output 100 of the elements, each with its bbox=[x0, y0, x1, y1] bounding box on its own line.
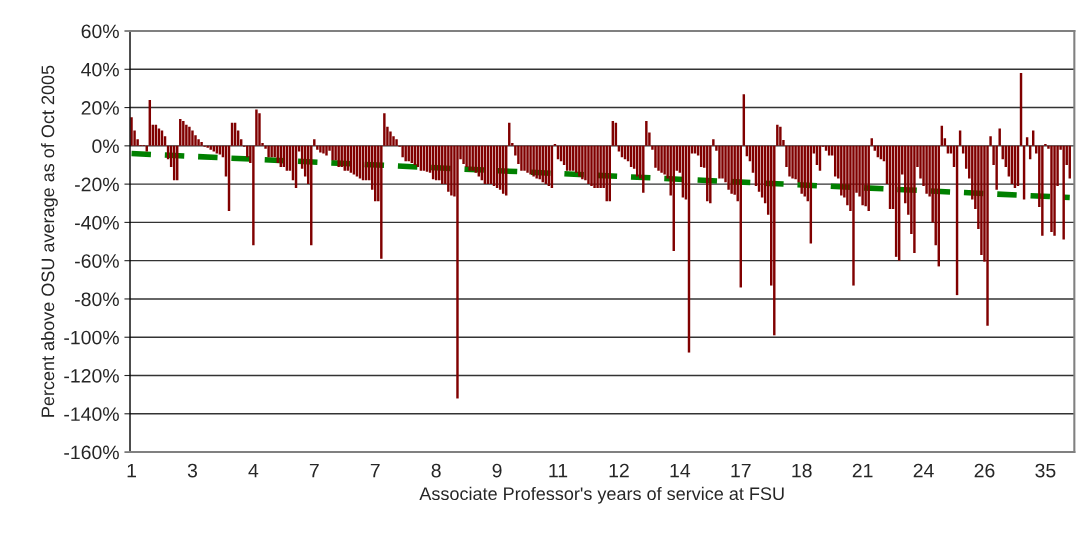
bar bbox=[998, 128, 1001, 146]
x-tick-label: 21 bbox=[852, 463, 873, 478]
x-tick-label: 7 bbox=[370, 463, 380, 478]
bar bbox=[584, 145, 587, 181]
bar bbox=[913, 145, 916, 254]
x-tick-label: 14 bbox=[670, 463, 691, 478]
bar bbox=[322, 145, 325, 154]
y-axis-title: Percent above OSU average as of Oct 2005 bbox=[41, 65, 58, 417]
bar bbox=[465, 145, 468, 167]
bar bbox=[718, 145, 721, 179]
bar bbox=[791, 145, 794, 179]
bar bbox=[267, 145, 270, 158]
bar bbox=[520, 145, 523, 171]
y-tick-label: -160% bbox=[64, 445, 119, 460]
bar bbox=[773, 145, 776, 336]
bar bbox=[867, 145, 870, 211]
x-tick-label: 24 bbox=[913, 463, 934, 478]
bar bbox=[788, 145, 791, 177]
bar bbox=[447, 145, 450, 192]
bar bbox=[590, 145, 593, 187]
bar bbox=[925, 145, 928, 194]
x-tick-label: 8 bbox=[431, 463, 441, 478]
bar bbox=[581, 145, 584, 180]
x-tick-label: 7 bbox=[309, 463, 319, 478]
bar bbox=[197, 139, 200, 146]
bar bbox=[258, 113, 261, 146]
bar bbox=[663, 145, 666, 175]
x-tick-label: 35 bbox=[1035, 463, 1056, 478]
bar bbox=[395, 139, 398, 146]
bar bbox=[389, 131, 392, 146]
bar bbox=[578, 145, 581, 177]
bar bbox=[657, 145, 660, 171]
bar bbox=[194, 135, 197, 146]
bar bbox=[596, 145, 599, 188]
bar bbox=[864, 145, 867, 207]
bar bbox=[331, 145, 334, 161]
bar bbox=[593, 145, 596, 188]
bar bbox=[532, 145, 535, 177]
bar bbox=[989, 136, 992, 146]
bar bbox=[721, 145, 724, 179]
bar bbox=[456, 145, 459, 399]
x-tick-label: 9 bbox=[492, 463, 502, 478]
y-tick-label: -60% bbox=[75, 254, 119, 268]
bar bbox=[462, 145, 465, 165]
bar bbox=[861, 145, 864, 206]
bar bbox=[383, 113, 386, 146]
y-tick-label: -100% bbox=[64, 330, 119, 345]
bar bbox=[1062, 145, 1065, 240]
bar bbox=[325, 145, 328, 156]
bar bbox=[529, 145, 532, 175]
bar bbox=[316, 145, 319, 150]
bar bbox=[599, 145, 602, 188]
y-tick-label: -40% bbox=[75, 215, 119, 230]
bar bbox=[794, 145, 797, 180]
bar bbox=[313, 139, 316, 146]
bar bbox=[188, 126, 191, 146]
bar bbox=[1041, 145, 1044, 236]
y-tick-label: 60% bbox=[81, 24, 119, 39]
y-tick-label: -140% bbox=[64, 407, 119, 422]
bar bbox=[523, 145, 526, 171]
x-tick-label: 3 bbox=[187, 463, 198, 478]
bar bbox=[779, 126, 782, 146]
bar bbox=[642, 145, 645, 193]
bar bbox=[255, 109, 258, 146]
x-tick-label: 11 bbox=[549, 463, 568, 478]
x-tick-label: 18 bbox=[792, 463, 812, 478]
bar bbox=[191, 130, 194, 146]
bar bbox=[380, 145, 383, 259]
y-tick-label: 40% bbox=[81, 62, 119, 77]
bar bbox=[840, 145, 843, 196]
bar bbox=[587, 145, 590, 185]
bar bbox=[450, 145, 453, 196]
bar bbox=[319, 145, 322, 153]
bar bbox=[1053, 145, 1056, 236]
x-tick-label: 4 bbox=[248, 463, 259, 478]
y-tick-label: -20% bbox=[75, 177, 119, 192]
bar bbox=[401, 145, 404, 158]
bar bbox=[185, 124, 188, 146]
bar bbox=[526, 145, 529, 173]
bar bbox=[468, 145, 471, 171]
bar bbox=[252, 145, 255, 246]
bar bbox=[1050, 145, 1053, 232]
bar bbox=[776, 124, 779, 146]
x-tick-label: 26 bbox=[974, 463, 995, 478]
bar bbox=[995, 145, 998, 190]
y-tick-label: 0% bbox=[92, 139, 119, 154]
bar bbox=[645, 120, 648, 146]
bar bbox=[270, 145, 273, 158]
bar bbox=[660, 145, 663, 173]
bar bbox=[986, 145, 989, 326]
y-tick-label: -120% bbox=[64, 368, 119, 383]
y-tick-label: -80% bbox=[75, 292, 119, 307]
x-tick-label: 17 bbox=[731, 463, 751, 478]
y-tick-label: 20% bbox=[81, 101, 119, 115]
bar bbox=[727, 145, 730, 190]
x-tick-label: 12 bbox=[609, 463, 629, 478]
bar bbox=[654, 145, 657, 168]
bar bbox=[712, 139, 715, 146]
x-tick-label: 1 bbox=[127, 463, 136, 478]
bar bbox=[852, 145, 855, 286]
